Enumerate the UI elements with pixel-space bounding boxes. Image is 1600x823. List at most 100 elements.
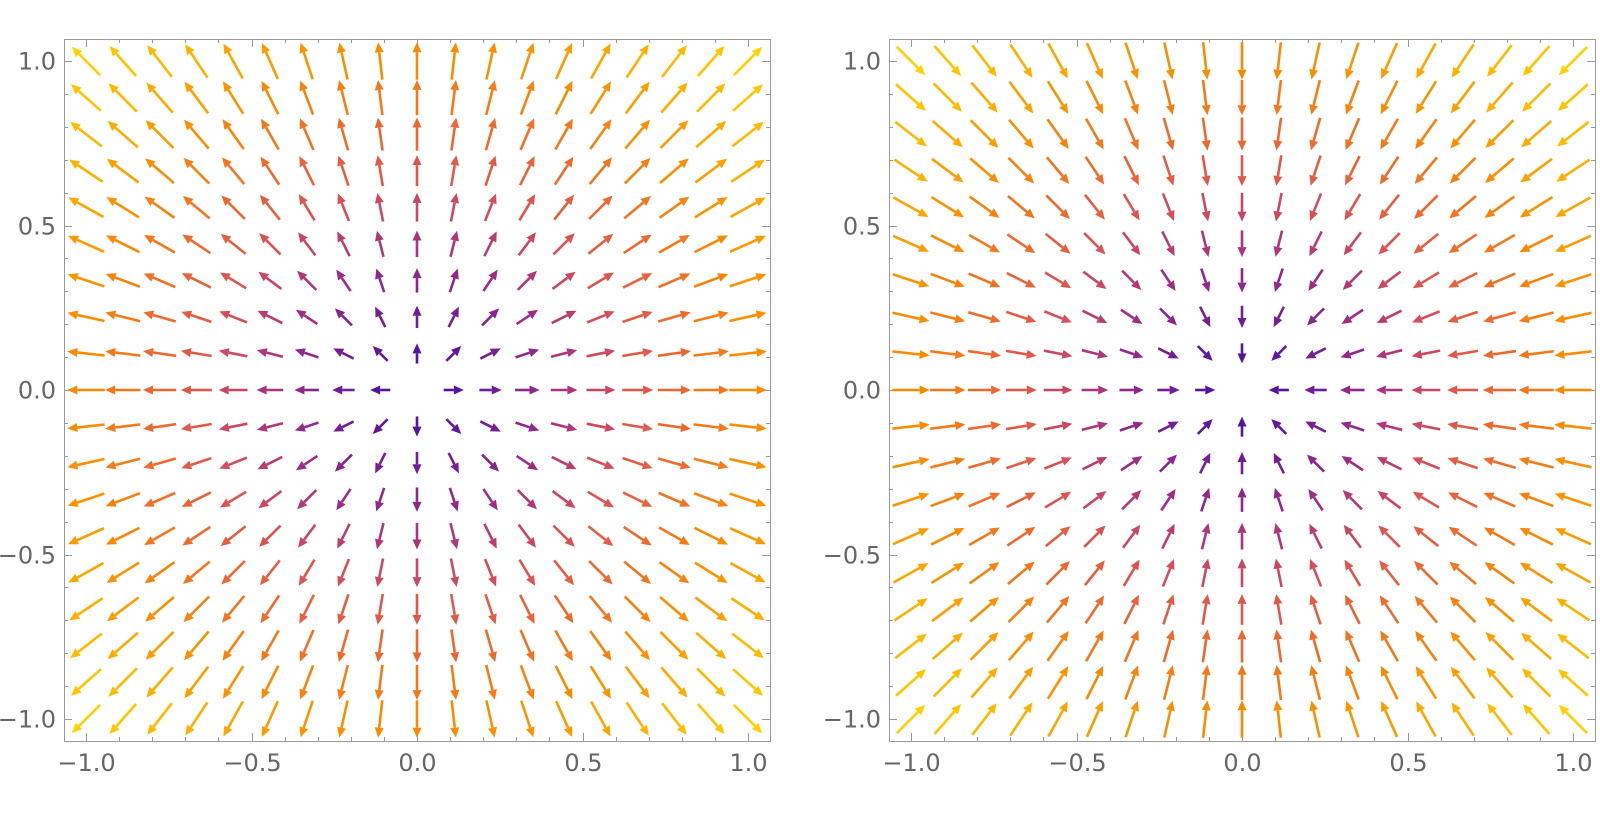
arrow-shaft — [303, 351, 319, 359]
arrow-shaft — [227, 490, 247, 504]
vector-arrow — [657, 385, 692, 395]
arrow-shaft — [892, 459, 921, 469]
vector-arrow — [258, 271, 283, 291]
arrow-head — [1237, 211, 1247, 222]
vector-arrow — [412, 192, 422, 222]
arrow-head — [1166, 454, 1177, 465]
arrow-head — [412, 577, 422, 588]
vector-arrow — [660, 82, 688, 114]
arrow-shaft — [1085, 42, 1100, 71]
arrow-head — [218, 348, 230, 357]
vector-arrow — [297, 489, 318, 510]
vector-arrow — [375, 522, 385, 550]
vector-arrow — [412, 593, 422, 625]
arrow-head — [1485, 173, 1496, 184]
vector-arrow — [483, 523, 497, 549]
arrow-head — [105, 273, 117, 282]
vector-arrow — [450, 42, 460, 80]
arrow-shaft — [1163, 42, 1172, 71]
arrow-shaft — [1348, 674, 1360, 700]
vector-arrow — [693, 348, 729, 357]
vector-arrow — [554, 80, 573, 115]
arrow-shaft — [967, 424, 992, 431]
vector-arrow — [1005, 457, 1037, 470]
vector-arrow — [625, 44, 649, 79]
vector-arrow — [259, 559, 281, 586]
arrow-shaft — [1121, 231, 1136, 249]
arrow-shaft — [694, 596, 720, 617]
arrow-head — [1237, 318, 1247, 329]
arrow-shaft — [622, 525, 645, 542]
arrow-head — [450, 462, 459, 474]
vector-arrow — [445, 418, 462, 434]
arrow-head — [1449, 596, 1461, 607]
vector-arrow — [185, 701, 209, 736]
arrow-shaft — [968, 195, 993, 214]
vector-arrow — [1558, 704, 1589, 735]
arrow-head — [105, 423, 116, 432]
arrow-shaft — [892, 531, 921, 546]
arrow-head — [1414, 595, 1425, 607]
vector-arrow — [412, 664, 422, 701]
vector-arrows — [892, 42, 1592, 738]
vector-arrow — [1200, 268, 1211, 293]
vector-arrow — [1273, 117, 1283, 151]
arrow-shaft — [1563, 566, 1592, 584]
arrow-shaft — [302, 164, 316, 186]
arrow-shaft — [227, 126, 245, 150]
arrow-shaft — [1384, 270, 1402, 285]
vector-arrow — [1482, 385, 1517, 395]
vector-arrow — [590, 700, 611, 737]
arrow-head — [1201, 487, 1211, 499]
arrow-head — [1345, 700, 1354, 712]
arrow-head — [1094, 701, 1103, 713]
arrow-shaft — [1419, 42, 1437, 71]
vector-arrow — [1448, 492, 1478, 509]
vector-arrow — [554, 700, 573, 737]
arrow-head — [1237, 416, 1247, 427]
arrow-shaft — [485, 51, 494, 80]
arrow-head — [680, 423, 691, 432]
arrow-head — [954, 349, 966, 359]
vector-arrow — [1447, 385, 1479, 395]
arrow-head — [603, 460, 615, 470]
arrow-head — [222, 81, 233, 93]
vector-arrow — [622, 525, 652, 546]
vector-arrow — [145, 596, 175, 622]
vector-arrow — [554, 118, 573, 151]
arrow-head — [988, 631, 999, 643]
arrow-head — [185, 44, 195, 56]
arrow-head — [641, 310, 653, 320]
arrow-shaft — [302, 51, 314, 80]
vector-arrow — [69, 159, 104, 183]
arrow-shaft — [1044, 232, 1064, 249]
arrow-head — [1518, 421, 1530, 431]
arrow-head — [641, 498, 653, 507]
arrow-head — [1097, 421, 1108, 431]
arrow-head — [182, 196, 194, 206]
arrow-shaft — [1045, 194, 1064, 213]
vector-arrow — [517, 523, 536, 548]
arrow-head — [1237, 140, 1247, 151]
arrow-shaft — [518, 202, 532, 222]
arrow-head — [375, 462, 384, 474]
vector-arrow — [218, 422, 248, 432]
arrow-head — [147, 724, 157, 735]
arrow-head — [953, 208, 965, 218]
vector-arrow — [182, 196, 211, 220]
vector-arrow — [185, 44, 209, 79]
vector-arrow — [553, 559, 575, 586]
arrow-head — [639, 687, 650, 699]
vector-arrow — [1084, 118, 1104, 150]
arrow-shaft — [228, 422, 248, 429]
vector-arrow — [696, 46, 725, 77]
arrow-shaft — [520, 700, 532, 729]
arrow-head — [105, 348, 116, 357]
arrow-head — [1304, 385, 1315, 395]
vector-arrow — [1084, 630, 1104, 662]
vector-arrow — [299, 629, 315, 662]
arrow-head — [488, 42, 497, 54]
vector-arrow — [147, 45, 173, 78]
arrow-head — [70, 121, 81, 132]
vector-arrow — [109, 703, 138, 734]
